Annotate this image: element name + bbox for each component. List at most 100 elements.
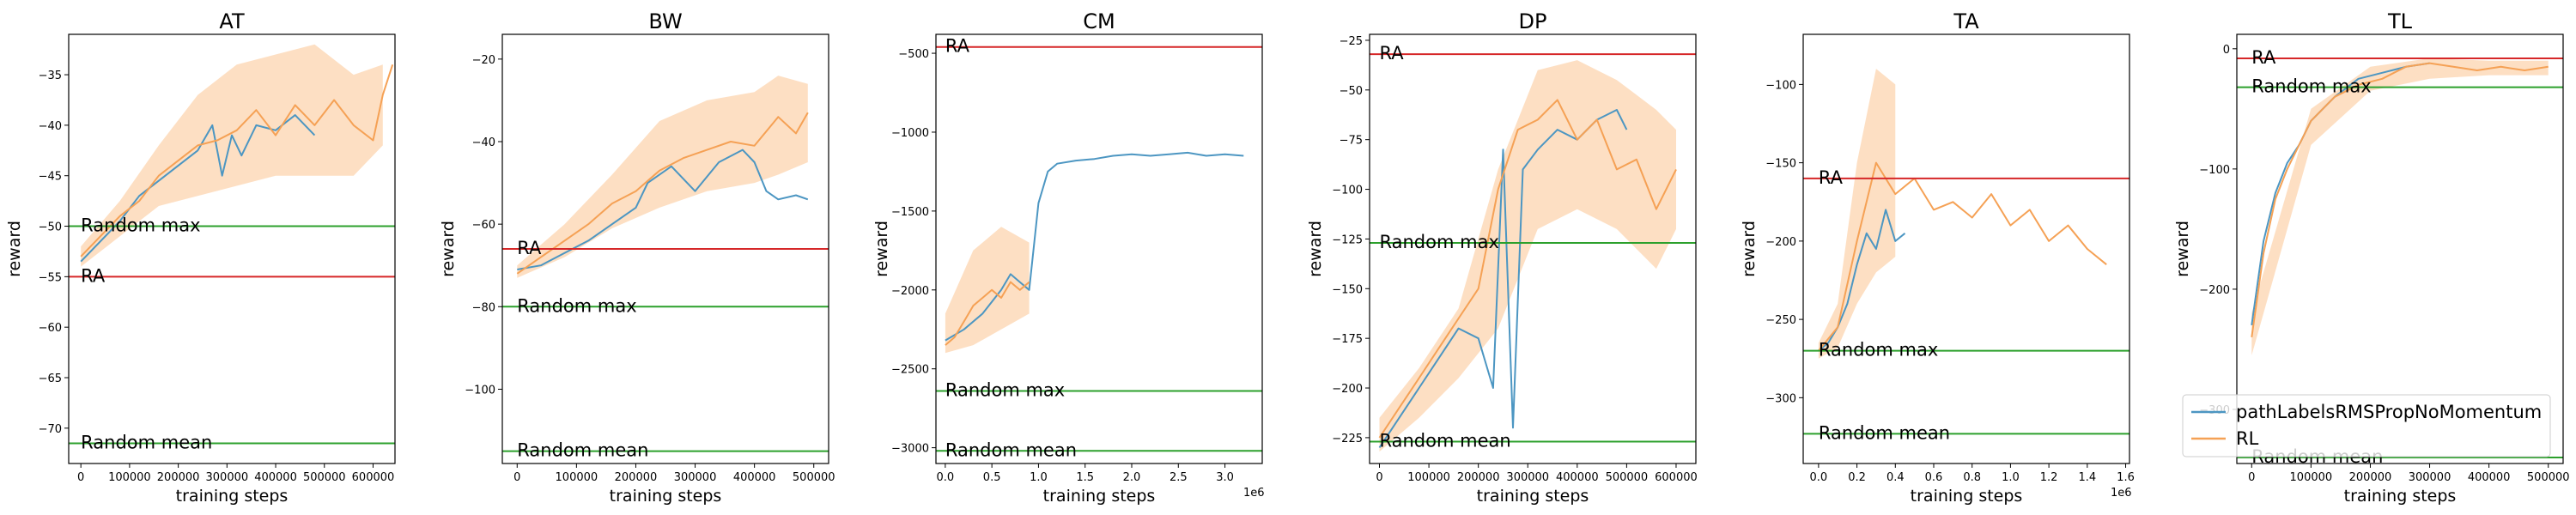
y-tick-label: −150 [1765,158,1796,171]
y-tick-label: −75 [1340,135,1363,148]
chart-title: AT [219,9,245,33]
y-tick-label: −35 [39,70,62,82]
y-tick-label: −250 [1765,314,1796,327]
y-tick-label: −25 [1340,35,1363,48]
chart-title: TA [1953,9,1979,33]
x-tick-label: 200000 [615,471,658,484]
y-tick-label: −150 [1332,283,1363,296]
plot-frame [68,33,396,464]
y-tick-label: −3000 [891,443,929,456]
x-tick-label: 400000 [1556,471,1599,484]
legend-frame [2182,394,2551,457]
y-axis-label: reward [1740,221,1759,277]
x-tick-label: 0.0 [1810,471,1828,484]
y-tick-label: −40 [39,120,62,133]
confidence-band [517,76,808,278]
series-line-2 [945,281,1030,346]
x-tick-label: 0.0 [937,471,955,484]
series-line-1 [80,114,316,263]
x-tick-label: 500000 [793,471,835,484]
series-line-1 [517,148,809,270]
y-tick-label: −2500 [891,364,929,377]
plot-frame [1802,33,2130,464]
x-tick-label: 400000 [733,471,776,484]
legend-label-series2: RL [2236,428,2259,449]
y-tick-label: −225 [1332,433,1363,445]
x-tick-label: 300000 [2409,471,2451,484]
y-tick-label: −1000 [891,127,929,140]
x-tick-label: 500000 [2527,471,2570,484]
panel-cm: RA Random max Random mean 0.0 0.5 1.0 1.5 2.0 2.… [872,9,1265,506]
x-axis-label: training steps [176,487,289,506]
y-tick-label: −100 [1765,79,1796,92]
x-tick-label: 200000 [2349,471,2392,484]
x-tick-label: 0 [2248,471,2255,484]
y-tick-label: −2000 [891,285,929,298]
y-tick-label: −65 [39,373,62,385]
y-tick-label: −20 [472,54,495,67]
x-tick-label: 1.6 [2117,471,2135,484]
y-tick-label: −80 [472,301,495,314]
x-tick-label: 1.0 [1030,471,1048,484]
y-tick-label: −100 [2199,164,2230,177]
y-axis-label: reward [2173,221,2192,277]
series-line-2 [2251,62,2549,338]
x-tick-label: 400000 [2468,471,2511,484]
reference-label: Random max [945,379,1065,400]
x-tick-label: 0.8 [1963,471,1981,484]
x-tick-label: 2.5 [1170,471,1188,484]
panel-ta: RA Random max Random mean 0.0 0.2 0.4 0.6 0.8 1.… [1740,9,2135,506]
confidence-band [1379,60,1676,452]
reference-label: Random max [517,295,636,316]
y-tick-label: −125 [1332,233,1363,246]
chart-title: DP [1519,9,1547,33]
y-tick-label: −50 [1340,85,1363,98]
series-line-2 [516,112,809,275]
x-tick-label: 2.0 [1123,471,1141,484]
x-axis-label: training steps [2344,487,2457,506]
x-tick-label: 200000 [1457,471,1500,484]
plot-frame [935,33,1263,464]
x-tick-label: 100000 [1407,471,1450,484]
y-tick-label: −1500 [891,206,929,219]
y-axis-label: reward [439,221,458,277]
series-line-2 [1378,99,1677,439]
reference-label: Random mean [945,439,1077,460]
series-line-1 [945,151,1244,342]
reference-label: Random max [1819,340,1938,360]
reference-label: Random max [2251,76,2371,97]
x-tick-label: 0.4 [1886,471,1905,484]
x-tick-label: 100000 [2290,471,2333,484]
reference-label: RA [517,238,542,258]
x-tick-label: 400000 [254,471,297,484]
y-tick-label: −200 [2199,284,2230,297]
x-tick-label: 1.4 [2078,471,2096,484]
y-tick-label: −200 [1332,383,1363,396]
y-tick-label: −100 [1332,185,1363,197]
reference-label: RA [2251,47,2276,68]
x-tick-label: 600000 [352,471,395,484]
legend: pathLabelsRMSPropNoMomentum RL [2182,394,2551,457]
panel-at: Random max RA Random mean 0 100000 200000 3000… [5,9,396,506]
reference-label: Random mean [517,440,648,461]
confidence-band [81,44,383,267]
y-tick-label: −60 [39,322,62,335]
x-offset-label: 1e6 [1243,487,1265,500]
chart-title: BW [648,9,682,33]
plot-frame [501,33,829,464]
confidence-band [1818,69,1896,359]
chart-title: TL [2387,9,2413,33]
y-tick-label: 0 [2223,44,2230,57]
x-axis-label: training steps [1911,487,2023,506]
reference-label: Random max [1380,232,1499,252]
x-tick-label: 300000 [1506,471,1549,484]
confidence-band [945,227,1030,354]
y-tick-label: −60 [472,219,495,232]
confidence-band [2251,58,2549,355]
y-axis-label: reward [1306,221,1325,277]
reference-label: RA [1380,43,1405,64]
reference-label: RA [81,265,106,286]
x-axis-label: training steps [610,487,722,506]
